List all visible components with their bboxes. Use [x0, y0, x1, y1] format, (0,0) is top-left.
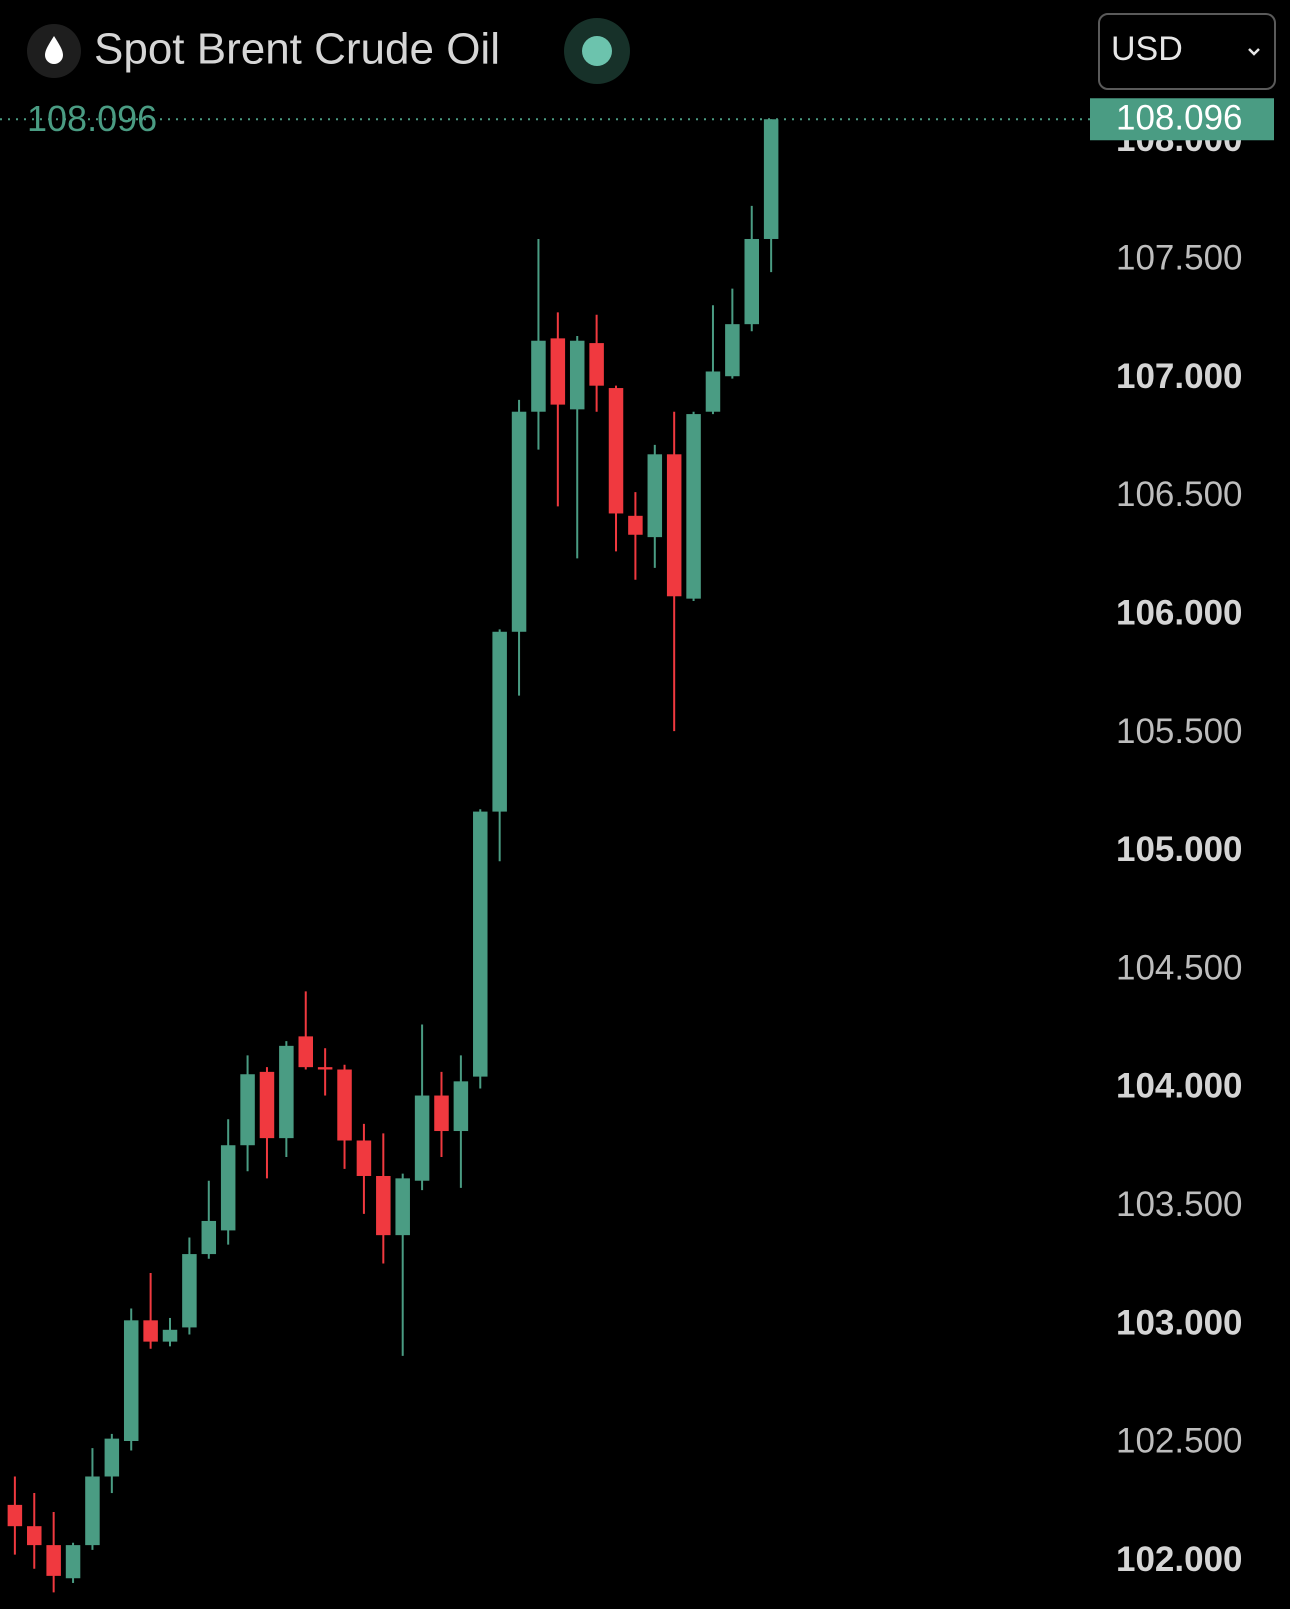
candle-body — [279, 1045, 294, 1139]
header: Spot Brent Crude Oil — [27, 18, 630, 84]
candle-body — [686, 414, 701, 599]
chart-title: Spot Brent Crude Oil — [94, 25, 500, 74]
candle-body — [259, 1071, 275, 1139]
y-axis: 102.000 102.500 103.000 103.500 104.000 104.5… — [1116, 120, 1243, 1579]
drop-icon — [45, 36, 63, 64]
candle-body — [7, 1504, 23, 1527]
candle-body — [240, 1074, 255, 1146]
last-price-box — [1090, 98, 1274, 141]
candle-body — [608, 388, 624, 514]
candle-body — [434, 1095, 449, 1132]
y-tick-label: 105.000 — [1116, 830, 1243, 869]
currency-box[interactable] — [1098, 13, 1276, 90]
status-dot — [582, 36, 612, 66]
candle-body — [27, 1526, 42, 1546]
candle-body — [589, 343, 604, 386]
y-tick-label: 103.500 — [1116, 1185, 1243, 1224]
candle-body — [414, 1095, 430, 1181]
last-price-label: 108.096 — [1116, 99, 1243, 138]
candle-body — [725, 324, 740, 377]
candle-body — [104, 1438, 120, 1477]
candle-body — [182, 1254, 197, 1328]
candle-body — [162, 1329, 178, 1342]
candle-body — [511, 411, 527, 632]
y-tick-label: 104.000 — [1116, 1067, 1243, 1106]
currency-selector[interactable]: USD — [1098, 13, 1276, 90]
candle-body — [666, 454, 682, 597]
last-price: 108.096 108.096 — [0, 98, 1274, 141]
candle-body — [744, 238, 760, 325]
y-tick-label: 102.500 — [1116, 1422, 1243, 1461]
candle-body — [46, 1545, 61, 1576]
candle-body — [376, 1175, 391, 1236]
candle-body — [531, 340, 546, 412]
candle-body — [85, 1476, 100, 1546]
candle-body — [569, 340, 585, 410]
y-tick-label: 103.000 — [1116, 1303, 1243, 1342]
candle-body — [473, 811, 488, 1077]
candle-body — [201, 1220, 217, 1255]
chevron[interactable] — [1248, 48, 1260, 56]
candle-body — [628, 515, 643, 535]
candle-body — [143, 1320, 158, 1342]
y-tick-label: 107.000 — [1116, 357, 1243, 396]
y-tick-label: 105.500 — [1116, 712, 1243, 751]
candle-body — [395, 1178, 410, 1236]
candle-body — [647, 454, 663, 538]
candles — [7, 119, 779, 1593]
candle-body — [220, 1145, 236, 1231]
y-tick-label: 106.500 — [1116, 475, 1243, 514]
candle-body — [492, 631, 507, 812]
candle-body — [123, 1320, 139, 1442]
candle-body — [356, 1140, 372, 1176]
candle-body — [550, 338, 566, 405]
candle-body — [763, 119, 779, 239]
candle-body — [298, 1036, 313, 1068]
candle-body — [453, 1081, 469, 1132]
y-tick-label: 104.500 — [1116, 948, 1243, 987]
candle-body — [337, 1069, 352, 1141]
candle-body — [317, 1067, 333, 1070]
currency-label[interactable]: USD — [1111, 30, 1183, 68]
last-price-label-left: 108.096 — [27, 98, 157, 139]
candle-body — [705, 371, 721, 412]
y-tick-label: 107.500 — [1116, 239, 1243, 278]
y-tick-label: 106.000 — [1116, 593, 1243, 632]
y-tick-label: 102.000 — [1116, 1540, 1243, 1579]
candle-body — [65, 1545, 81, 1579]
